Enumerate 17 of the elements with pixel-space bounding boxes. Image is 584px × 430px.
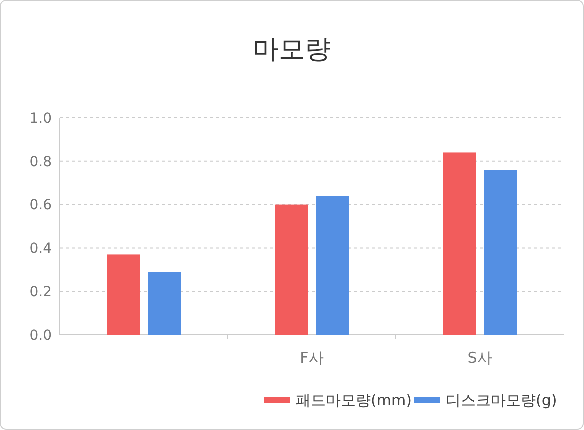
- y-tick-label: 0.4: [30, 241, 52, 258]
- bar: [275, 204, 308, 335]
- y-tick-label: 1.0: [30, 110, 52, 127]
- bar: [316, 196, 349, 335]
- bar: [443, 152, 476, 335]
- chart-title: 마모량: [253, 35, 331, 65]
- y-tick-label: 0.6: [30, 198, 52, 214]
- bar: [148, 272, 181, 335]
- x-tick-label: F사: [300, 349, 324, 367]
- bar: [484, 170, 517, 335]
- x-tick-label: S사: [468, 349, 492, 367]
- y-tick-label: 0.0: [30, 328, 52, 344]
- legend-label: 패드마모량(mm): [296, 391, 412, 410]
- bar: [107, 254, 140, 335]
- y-tick-label: 0.2: [30, 284, 52, 300]
- legend-label: 디스크마모량(g): [446, 391, 558, 410]
- y-tick-label: 0.8: [30, 154, 52, 170]
